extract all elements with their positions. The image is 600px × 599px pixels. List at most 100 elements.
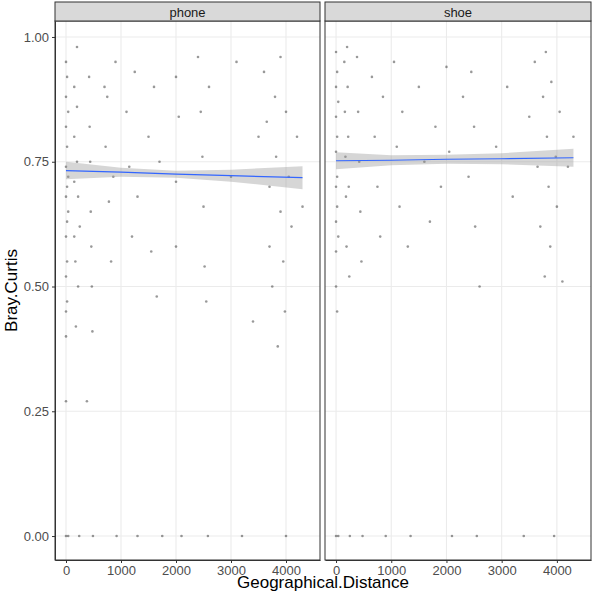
axis-line <box>326 560 592 561</box>
point <box>572 135 575 138</box>
point <box>337 535 340 538</box>
point <box>528 116 531 119</box>
point <box>66 185 69 188</box>
point <box>207 535 210 538</box>
point <box>536 165 539 168</box>
tick: 4000 <box>543 560 572 578</box>
tick-label: 3000 <box>488 563 517 578</box>
grid-line <box>325 36 591 37</box>
point <box>136 195 139 198</box>
point <box>336 205 339 208</box>
point <box>401 111 404 114</box>
point <box>175 76 178 79</box>
point <box>470 71 473 74</box>
point <box>335 285 338 288</box>
point <box>86 400 89 403</box>
y-axis-title: Bray.Curtis <box>2 249 21 332</box>
point <box>74 260 77 263</box>
strip-title: phone <box>169 5 205 20</box>
point <box>271 285 274 288</box>
grid-line <box>325 286 591 287</box>
grid-line <box>556 21 557 560</box>
point <box>395 145 398 148</box>
grid-line <box>55 535 320 536</box>
point <box>336 135 339 138</box>
point <box>65 96 68 99</box>
point <box>175 245 178 248</box>
confidence-band <box>336 149 573 169</box>
point <box>92 535 95 538</box>
tick: 1000 <box>107 560 136 578</box>
point <box>335 185 338 188</box>
point <box>66 220 69 223</box>
point <box>506 86 509 89</box>
point <box>558 111 561 114</box>
point <box>76 46 79 49</box>
point <box>153 86 156 89</box>
point <box>65 195 68 198</box>
tick-mark <box>52 411 55 412</box>
point <box>161 535 164 538</box>
tick-label: 0.25 <box>24 404 49 419</box>
point <box>336 175 339 178</box>
tick-label: 0.75 <box>24 154 49 169</box>
panel-border <box>325 21 591 560</box>
tick-label: 0 <box>63 563 70 578</box>
point <box>155 295 158 298</box>
point <box>208 86 211 89</box>
point <box>335 116 338 119</box>
grid-line <box>175 21 176 560</box>
tick: 2000 <box>433 560 462 578</box>
point <box>274 96 277 99</box>
tick-mark <box>52 536 55 537</box>
tick-label: 1.00 <box>24 30 49 45</box>
grid-line <box>55 36 320 37</box>
point <box>199 111 202 114</box>
tick-label: 0.00 <box>24 529 49 544</box>
point <box>65 335 68 338</box>
point <box>158 160 161 163</box>
point <box>409 535 412 538</box>
point <box>147 135 150 138</box>
point <box>398 205 401 208</box>
tick: 1.00 <box>24 30 55 45</box>
point <box>451 535 454 538</box>
point <box>73 235 76 238</box>
axis-line <box>55 22 56 561</box>
point <box>67 210 70 213</box>
point <box>279 210 282 213</box>
grid-line <box>391 21 392 560</box>
point <box>346 86 349 89</box>
point <box>361 535 364 538</box>
grid-line <box>325 411 591 412</box>
panel: shoe01000200030004000 <box>325 2 592 578</box>
grid-line <box>335 21 336 560</box>
point <box>407 245 410 248</box>
point <box>360 260 363 263</box>
x-axis-title: Geographical.Distance <box>237 573 409 592</box>
point <box>335 86 338 89</box>
point <box>202 205 205 208</box>
point <box>282 260 285 263</box>
point <box>522 535 525 538</box>
panel-border <box>55 21 320 560</box>
point <box>335 250 338 253</box>
point <box>73 180 76 183</box>
panel-background <box>325 21 591 560</box>
point <box>478 285 481 288</box>
point <box>542 96 545 99</box>
point <box>78 225 81 228</box>
chart: phone010002000300040000.000.250.500.751.… <box>0 0 600 599</box>
point <box>104 145 107 148</box>
point <box>177 116 180 119</box>
point <box>545 51 548 54</box>
point <box>103 86 106 89</box>
tick: 0.75 <box>24 154 55 169</box>
point <box>553 535 556 538</box>
point <box>78 535 81 538</box>
point <box>180 535 183 538</box>
point <box>296 135 299 138</box>
point <box>495 145 498 148</box>
point <box>90 245 93 248</box>
point <box>88 126 91 129</box>
